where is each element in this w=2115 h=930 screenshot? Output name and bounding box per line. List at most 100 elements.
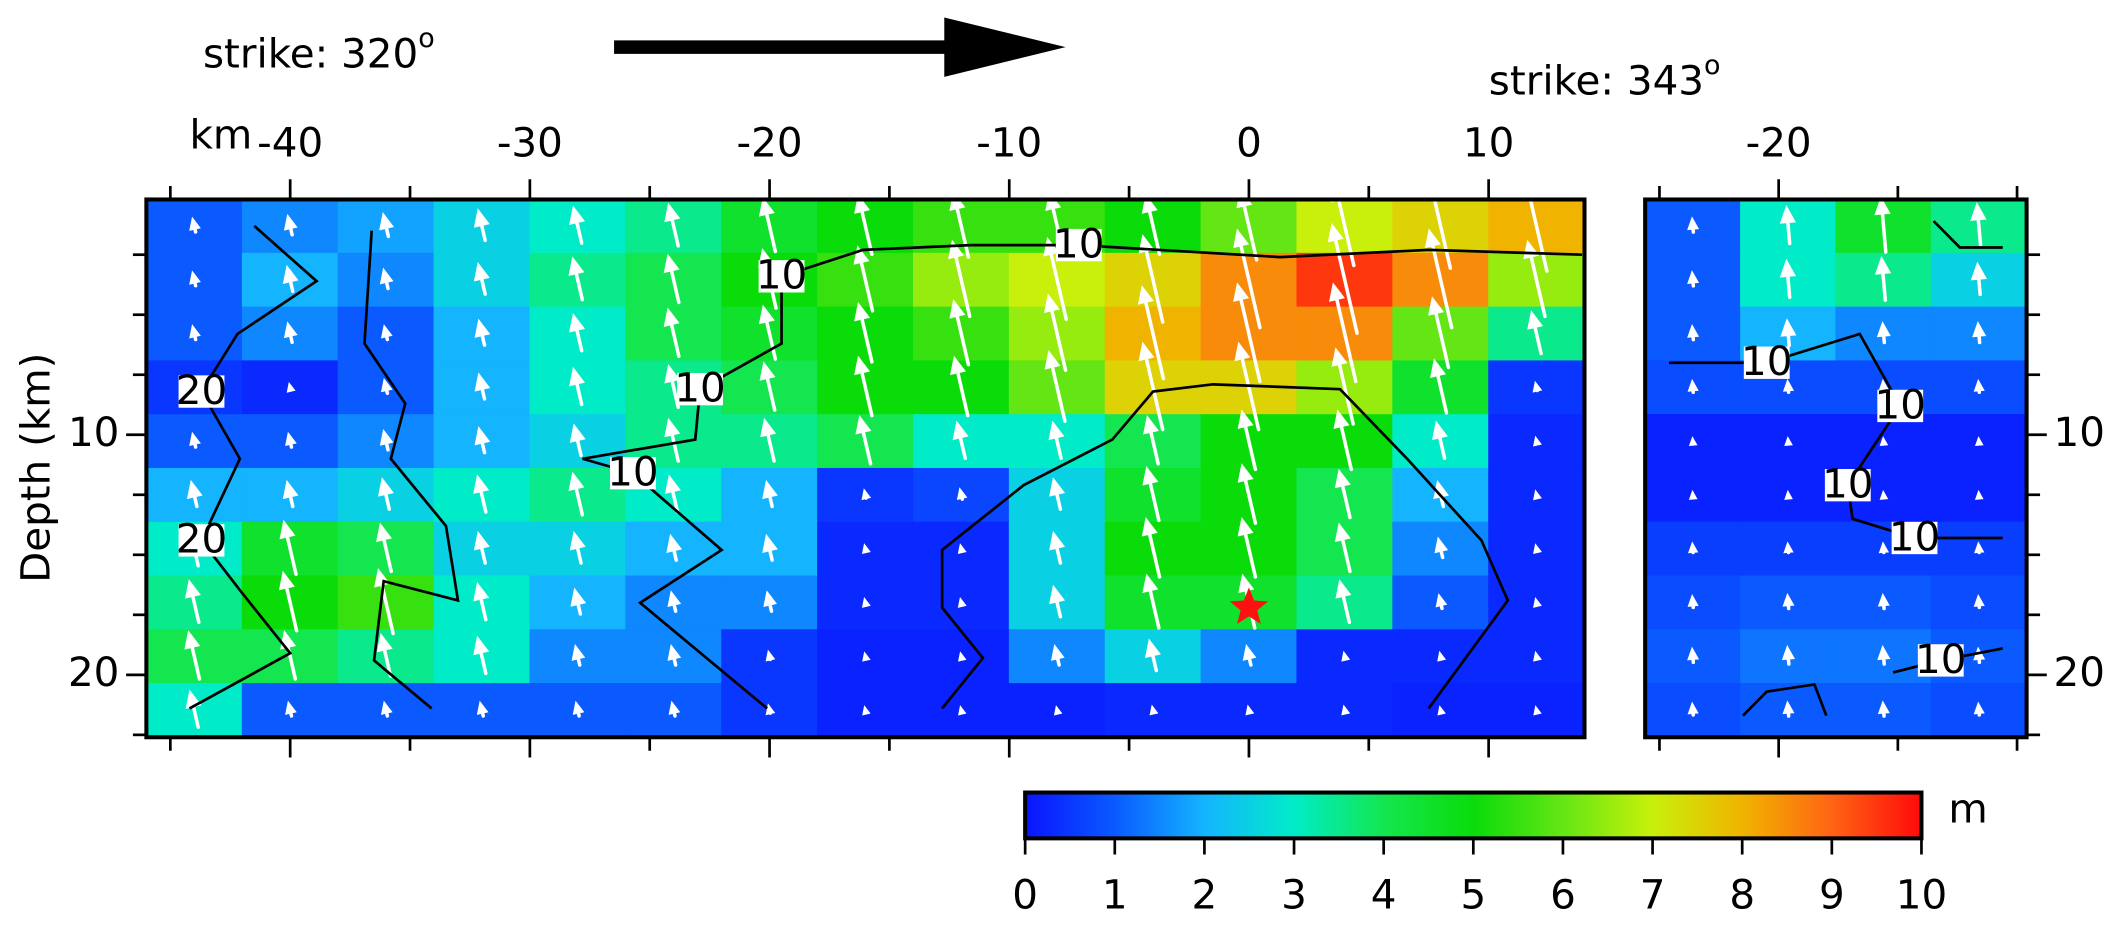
colorbar <box>1023 790 1924 841</box>
slip-arrow <box>473 474 490 514</box>
panel-title: strike: 343o <box>1489 50 1721 105</box>
x-tick-label: -40 <box>257 119 323 167</box>
slip-arrow <box>1687 216 1700 234</box>
slip-arrow <box>476 700 489 718</box>
slip-arrow <box>853 245 875 313</box>
slip-arrow <box>1334 522 1352 574</box>
slip-arrow <box>1533 705 1542 716</box>
slip-arrow <box>1237 409 1258 472</box>
slip-arrow <box>1533 489 1542 501</box>
slip-arrow <box>1435 593 1448 611</box>
slip-arrow <box>189 216 201 234</box>
slip-arrow <box>1424 228 1454 330</box>
slip-arrow <box>1877 592 1890 611</box>
slip-arrow <box>861 543 871 555</box>
colorbar-tick-label: 2 <box>1192 871 1218 919</box>
y-tick-label: 20 <box>68 648 119 696</box>
slip-arrow <box>861 488 872 501</box>
slip-arrow <box>1874 255 1892 302</box>
slip-arrow <box>1434 536 1449 560</box>
slip-arrow <box>862 651 871 662</box>
slip-arrow <box>283 213 298 237</box>
slip-arrow <box>1877 700 1890 718</box>
slip-arrow <box>473 530 490 565</box>
slip-arrow <box>1043 293 1068 372</box>
slip-arrow <box>862 705 871 716</box>
slip-arrow <box>1879 436 1889 447</box>
slip-arrow <box>1877 644 1891 666</box>
x-tick-label: 10 <box>1463 119 1514 167</box>
x-tick-label: -30 <box>497 119 563 167</box>
slip-cell <box>1930 306 2027 362</box>
contour-label: 10 <box>1889 512 1940 560</box>
contour-label-box <box>758 260 805 293</box>
slip-arrow <box>569 530 586 565</box>
slip-arrow <box>957 543 967 555</box>
slip-arrow <box>189 324 201 342</box>
slip-arrow <box>380 377 393 396</box>
slip-arrow <box>1049 584 1066 619</box>
slip-arrow <box>1142 465 1161 523</box>
slip-arrow <box>279 519 298 576</box>
slip-arrow <box>1430 358 1449 415</box>
slip-arrow <box>1970 261 1988 297</box>
slip-arrow <box>1782 592 1795 611</box>
slip-arrow <box>1329 282 1358 384</box>
slip-arrow <box>474 318 491 347</box>
slip-arrow <box>1688 541 1699 555</box>
slip-arrow <box>282 264 299 294</box>
slip-arrow <box>379 428 394 452</box>
hypocenter <box>1229 587 1269 624</box>
slip-arrow <box>948 239 972 319</box>
colorbar-tick-label: 9 <box>1819 871 1845 919</box>
colorbar-tick-label: 8 <box>1729 871 1755 919</box>
slip-arrow <box>854 194 874 257</box>
contour-line <box>1932 220 2003 249</box>
slip-arrow <box>569 423 586 458</box>
slip-arrow <box>1781 644 1796 666</box>
slip-arrow <box>1974 489 1984 500</box>
slip-arrow <box>473 262 490 296</box>
y-axis-label: Depth (km) <box>12 353 60 583</box>
contour-label: 20 <box>176 515 227 563</box>
colorbar-tick-label: 10 <box>1896 871 1947 919</box>
contour-line <box>363 230 460 710</box>
slip-arrow <box>1874 196 1891 254</box>
colorbar-tick-label: 7 <box>1640 871 1666 919</box>
y-tick-label: 10 <box>2054 408 2105 456</box>
slip-arrow <box>958 705 967 716</box>
slip-arrow <box>1972 321 1987 345</box>
contour-label-box <box>178 375 225 408</box>
slip-arrow <box>762 479 778 509</box>
slip-arrow <box>950 355 970 418</box>
slip-arrow <box>568 471 585 517</box>
contour-label: 10 <box>1915 635 1966 683</box>
colorbar-tick-label: 1 <box>1102 871 1128 919</box>
contour-label-box <box>1824 469 1871 502</box>
slip-arrow <box>1784 489 1793 500</box>
title-text: strike: 320 <box>203 30 418 78</box>
slip-arrow <box>1876 321 1891 345</box>
slip-arrow <box>1141 516 1162 579</box>
slip-arrow <box>1245 704 1255 716</box>
slip-arrow <box>763 590 778 613</box>
slip-arrow <box>765 703 776 716</box>
slip-arrow <box>1688 489 1698 500</box>
slip-arrow <box>1437 705 1446 716</box>
contour-label: 10 <box>607 448 658 496</box>
y-tick-label: 10 <box>68 408 119 456</box>
title-text: strike: 343 <box>1489 57 1704 105</box>
slip-arrow <box>569 313 586 353</box>
slip-arrow <box>1138 341 1165 432</box>
x-tick-label: -20 <box>737 119 803 167</box>
contour-line <box>940 382 1510 710</box>
slip-cell <box>912 306 1010 362</box>
contour-label-box <box>178 524 225 557</box>
contour-label: 10 <box>1822 460 1873 508</box>
slip-arrow <box>189 270 201 288</box>
slip-arrow <box>664 474 681 514</box>
slip-arrow <box>1234 341 1261 432</box>
slip-arrow <box>569 205 586 245</box>
slip-arrow <box>569 366 586 407</box>
